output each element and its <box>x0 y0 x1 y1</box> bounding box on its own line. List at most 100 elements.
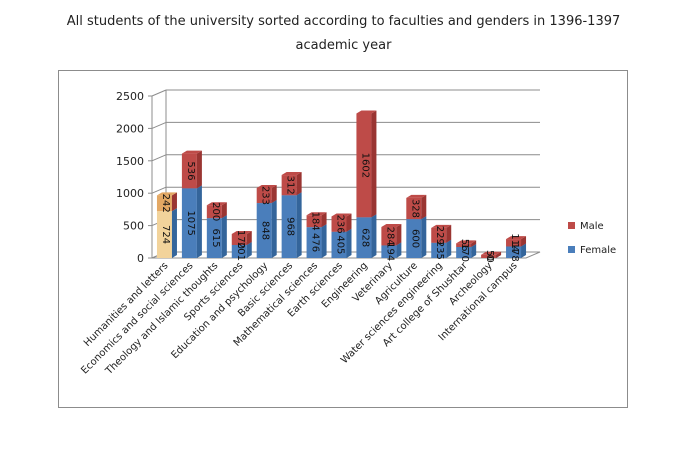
chart-title-line-1: All students of the university sorted ac… <box>66 14 621 29</box>
y-tick-label: 0 <box>137 252 144 265</box>
bar-male-0 <box>156 192 177 212</box>
bar-male-2-side <box>221 202 227 219</box>
bar-male-3-side <box>246 230 252 245</box>
bar-male-6-top <box>306 212 327 216</box>
data-label-male-11: 229 <box>434 226 445 245</box>
y-tick-label: 500 <box>123 220 144 233</box>
bar-male-1-side <box>196 150 202 189</box>
data-label-male-2: 200 <box>210 202 221 221</box>
bar-female-5-side <box>296 192 302 258</box>
bar-female-12-side <box>471 243 477 258</box>
bar-male-0-top <box>156 192 177 196</box>
bar-male-6 <box>306 212 327 228</box>
bar-female-11-side <box>446 239 452 258</box>
bar-male-0-side <box>171 192 177 212</box>
legend-label-1: Female <box>580 245 616 256</box>
bar-male-4 <box>256 184 277 204</box>
data-label-female-9: 194 <box>384 242 395 261</box>
data-label-female-12: 170 <box>459 243 470 262</box>
bars <box>156 110 527 258</box>
bar-female-10-front <box>406 219 422 258</box>
bar-male-10-top <box>406 194 427 198</box>
data-label-female-6: 476 <box>310 233 321 252</box>
bar-male-4-top <box>256 184 277 188</box>
bar-female-3-front <box>231 244 247 258</box>
data-label-male-8: 1602 <box>359 153 370 178</box>
bar-male-13-side <box>496 251 502 258</box>
bar-male-9-top <box>381 224 402 228</box>
data-label-male-14: 114 <box>509 233 520 252</box>
bar-male-12-top <box>456 240 477 244</box>
data-label-female-8: 628 <box>359 228 370 247</box>
bar-male-7 <box>331 213 352 232</box>
bar-female-0-side <box>171 208 177 258</box>
bar-female-1-side <box>196 185 202 258</box>
bar-male-11-side <box>446 224 452 243</box>
bar-male-11 <box>431 224 452 243</box>
bar-male-2 <box>206 202 227 219</box>
bar-female-14-side <box>521 243 527 258</box>
bar-male-5-top <box>281 172 302 176</box>
data-label-female-10: 600 <box>409 229 420 248</box>
bar-male-10 <box>406 194 427 220</box>
bar-female-10-side <box>421 216 427 258</box>
data-label-female-3: 201 <box>235 242 246 261</box>
data-label-female-13: 0 <box>484 255 495 261</box>
bar-male-7-top <box>331 213 352 217</box>
data-label-female-2: 615 <box>210 229 221 248</box>
gridline-diagonal <box>151 89 167 97</box>
bar-male-12-side <box>471 240 477 247</box>
bar-male-9-side <box>396 224 402 246</box>
data-label-male-5: 312 <box>285 176 296 195</box>
bar-female-14-front <box>506 246 522 258</box>
bar-male-4-front <box>256 187 272 204</box>
bar-female-6-side <box>321 224 327 258</box>
bar-female-2-front <box>206 218 222 258</box>
data-label-female-7: 405 <box>335 235 346 254</box>
data-label-female-11: 235 <box>434 241 445 260</box>
bar-female-2-side <box>221 215 227 258</box>
bar-female-12-front <box>456 246 472 258</box>
bar-female-9-front <box>381 245 397 258</box>
bar-female-0-front <box>156 211 172 258</box>
gridline-diagonal <box>151 121 167 129</box>
data-label-male-4: 233 <box>260 186 271 205</box>
bar-female-7-front <box>331 231 347 258</box>
bar-male-8-front <box>356 113 372 218</box>
data-label-male-10: 328 <box>409 199 420 218</box>
bar-female-4-side <box>271 200 277 258</box>
bar-male-11-top <box>431 224 452 228</box>
bar-female-1-front <box>181 188 197 258</box>
chart-title: All students of the university sorted ac… <box>0 10 687 58</box>
bar-female-5-front <box>281 195 297 258</box>
plot-frame <box>58 70 628 408</box>
bar-male-7-front <box>331 216 347 232</box>
data-label-male-12: 56 <box>459 239 470 252</box>
y-tick-label: 2500 <box>116 90 144 103</box>
bar-male-6-side <box>321 212 327 228</box>
bar-male-10-side <box>421 194 427 220</box>
data-label-female-4: 848 <box>260 221 271 240</box>
bar-female-8-front <box>356 217 372 258</box>
bar-female-3-side <box>246 241 252 258</box>
bar-male-3-top <box>231 230 252 234</box>
data-label-male-9: 284 <box>384 227 395 246</box>
data-label-female-1: 1075 <box>185 210 196 235</box>
bar-male-1 <box>181 150 202 189</box>
bar-female-1 <box>181 185 202 258</box>
y-tick-label: 1000 <box>116 187 144 200</box>
bar-male-14-front <box>506 239 522 247</box>
data-label-male-7: 236 <box>335 215 346 234</box>
gridline-diagonal <box>151 186 167 194</box>
bar-male-13-front <box>481 254 497 258</box>
legend-label-0: Male <box>580 221 604 232</box>
bar-male-13-top <box>481 251 502 255</box>
legend: Male Female <box>568 221 616 256</box>
bar-male-9 <box>381 224 402 246</box>
bar-male-5-front <box>281 175 297 196</box>
bar-male-5-side <box>296 172 302 196</box>
bar-male-14 <box>506 236 527 247</box>
